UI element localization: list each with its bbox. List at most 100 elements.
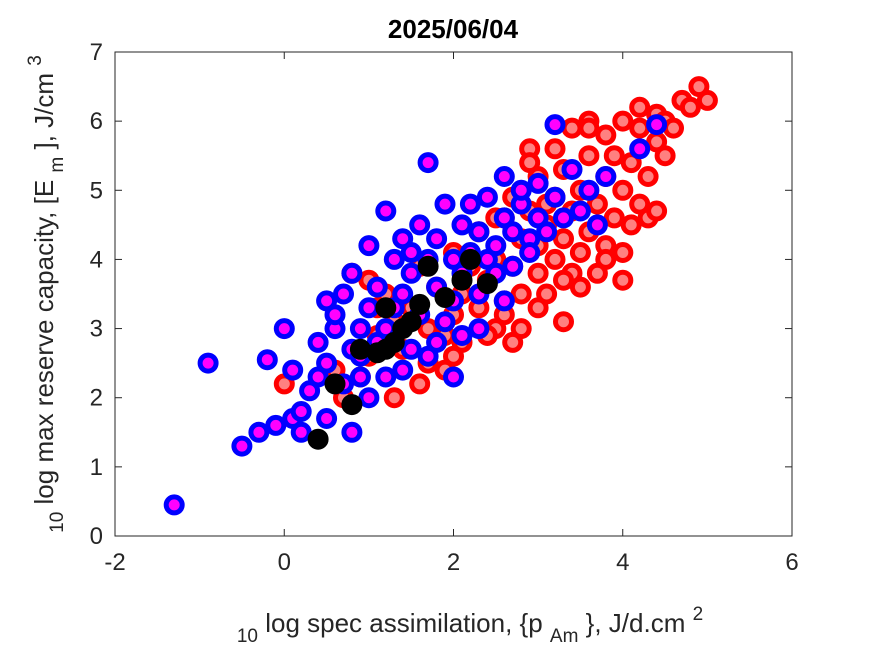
chart-title: 2025/06/04 xyxy=(388,14,519,44)
y-tick-label: 1 xyxy=(90,454,103,481)
data-point-s1-74 xyxy=(553,207,574,229)
data-point-s0-65 xyxy=(637,166,659,187)
y-label-main: log max reserve capacity, [E xyxy=(29,180,59,505)
data-point-s1-25 xyxy=(349,366,371,388)
y-tick-label: 3 xyxy=(90,316,103,343)
data-point-s1-50 xyxy=(443,366,464,388)
data-point-s1-76 xyxy=(569,200,591,222)
data-point-s2-13 xyxy=(451,269,473,291)
data-point-s1-8 xyxy=(282,359,304,381)
data-point-s0-48 xyxy=(578,145,600,167)
data-point-s0-69 xyxy=(654,145,676,167)
data-point-s1-80 xyxy=(629,138,651,160)
data-point-s0-59 xyxy=(612,110,634,132)
y-label-sup: 3 xyxy=(25,55,46,66)
data-point-s1-62 xyxy=(493,166,515,187)
data-point-s1-0 xyxy=(163,494,185,516)
data-point-s2-1 xyxy=(324,373,346,395)
data-point-s1-38 xyxy=(400,262,422,284)
data-point-s0-37 xyxy=(544,248,566,270)
data-point-s0-87 xyxy=(595,248,617,270)
data-point-s0-93 xyxy=(519,152,541,174)
data-point-s1-83 xyxy=(392,359,414,381)
data-point-s2-14 xyxy=(459,248,481,270)
data-point-s1-31 xyxy=(375,200,397,222)
data-point-s1-66 xyxy=(510,179,532,201)
data-point-s1-64 xyxy=(502,255,524,277)
data-point-s0-97 xyxy=(443,345,464,367)
data-point-s0-64 xyxy=(629,96,651,118)
y-label-prefix: 10 xyxy=(47,512,68,533)
data-point-s0-98 xyxy=(502,331,524,353)
data-point-s1-75 xyxy=(561,159,583,180)
data-point-s1-58 xyxy=(476,186,498,208)
data-point-s1-4 xyxy=(256,349,278,371)
data-point-s0-57 xyxy=(612,242,634,263)
data-point-s1-27 xyxy=(358,235,380,257)
x-label-sup: 2 xyxy=(693,604,704,625)
data-point-s1-20 xyxy=(333,283,354,305)
y-tick-label: 4 xyxy=(90,246,103,273)
data-point-s1-6 xyxy=(273,318,295,340)
data-point-s1-79 xyxy=(595,166,617,187)
data-point-s0-56 xyxy=(603,145,625,167)
data-point-s2-15 xyxy=(476,273,498,295)
data-point-s1-23 xyxy=(341,421,363,443)
data-point-s1-54 xyxy=(459,193,481,215)
data-point-s2-5 xyxy=(375,297,397,319)
data-point-s1-3 xyxy=(248,421,270,443)
x-tick-label: 2 xyxy=(447,549,460,576)
data-point-s1-1 xyxy=(197,352,219,374)
data-point-s0-79 xyxy=(527,297,549,319)
data-point-s1-82 xyxy=(358,387,380,409)
data-point-s1-47 xyxy=(434,311,456,333)
data-point-s1-42 xyxy=(417,152,439,174)
x-tick-label: 4 xyxy=(616,549,629,576)
data-point-s0-44 xyxy=(561,117,583,139)
data-point-s2-0 xyxy=(307,428,329,450)
data-point-s0-82 xyxy=(612,269,634,291)
data-point-s1-29 xyxy=(366,276,388,298)
data-point-s1-81 xyxy=(646,114,668,136)
data-point-s1-71 xyxy=(536,221,558,243)
data-point-s0-55 xyxy=(603,207,625,229)
data-point-s1-14 xyxy=(316,352,338,374)
x-tick-label: 6 xyxy=(785,549,798,576)
data-point-s0-58 xyxy=(612,179,634,201)
y-label-suffix: ], J/cm xyxy=(29,73,59,150)
data-point-s1-63 xyxy=(502,221,524,243)
data-point-s0-54 xyxy=(595,124,617,146)
data-point-s1-45 xyxy=(426,228,448,250)
x-label-main: log spec assimilation, {p xyxy=(265,608,542,638)
data-point-s1-18 xyxy=(324,304,346,326)
data-point-s1-78 xyxy=(586,214,608,236)
data-point-s0-45 xyxy=(569,242,591,263)
data-point-s1-24 xyxy=(349,318,371,340)
data-point-s1-32 xyxy=(375,366,397,388)
data-point-s0-94 xyxy=(578,117,600,139)
data-point-s1-9 xyxy=(290,421,312,443)
data-point-s2-11 xyxy=(417,255,439,277)
data-point-s1-72 xyxy=(544,186,566,208)
x-tick-label: 0 xyxy=(278,549,291,576)
data-point-s0-75 xyxy=(696,89,718,111)
data-point-s0-99 xyxy=(553,269,574,291)
x-tick-label: -2 xyxy=(104,549,125,576)
data-point-s2-12 xyxy=(434,287,456,308)
data-point-s1-5 xyxy=(265,414,287,436)
data-point-s1-2 xyxy=(231,435,253,457)
y-tick-label: 0 xyxy=(90,523,103,550)
data-point-s1-70 xyxy=(527,172,549,194)
data-point-s1-77 xyxy=(578,179,600,201)
x-axis-label: 10 log spec assimilation, {p Am }, J/d.c… xyxy=(237,604,703,648)
data-point-s1-68 xyxy=(519,242,541,263)
data-point-s1-89 xyxy=(468,318,490,340)
data-point-s2-2 xyxy=(341,394,363,416)
data-point-s1-16 xyxy=(316,408,338,429)
data-point-s0-71 xyxy=(663,117,684,139)
data-point-s1-56 xyxy=(468,221,490,243)
data-point-s2-10 xyxy=(409,293,431,315)
data-point-s0-73 xyxy=(679,96,701,118)
data-point-s0-40 xyxy=(553,228,574,250)
